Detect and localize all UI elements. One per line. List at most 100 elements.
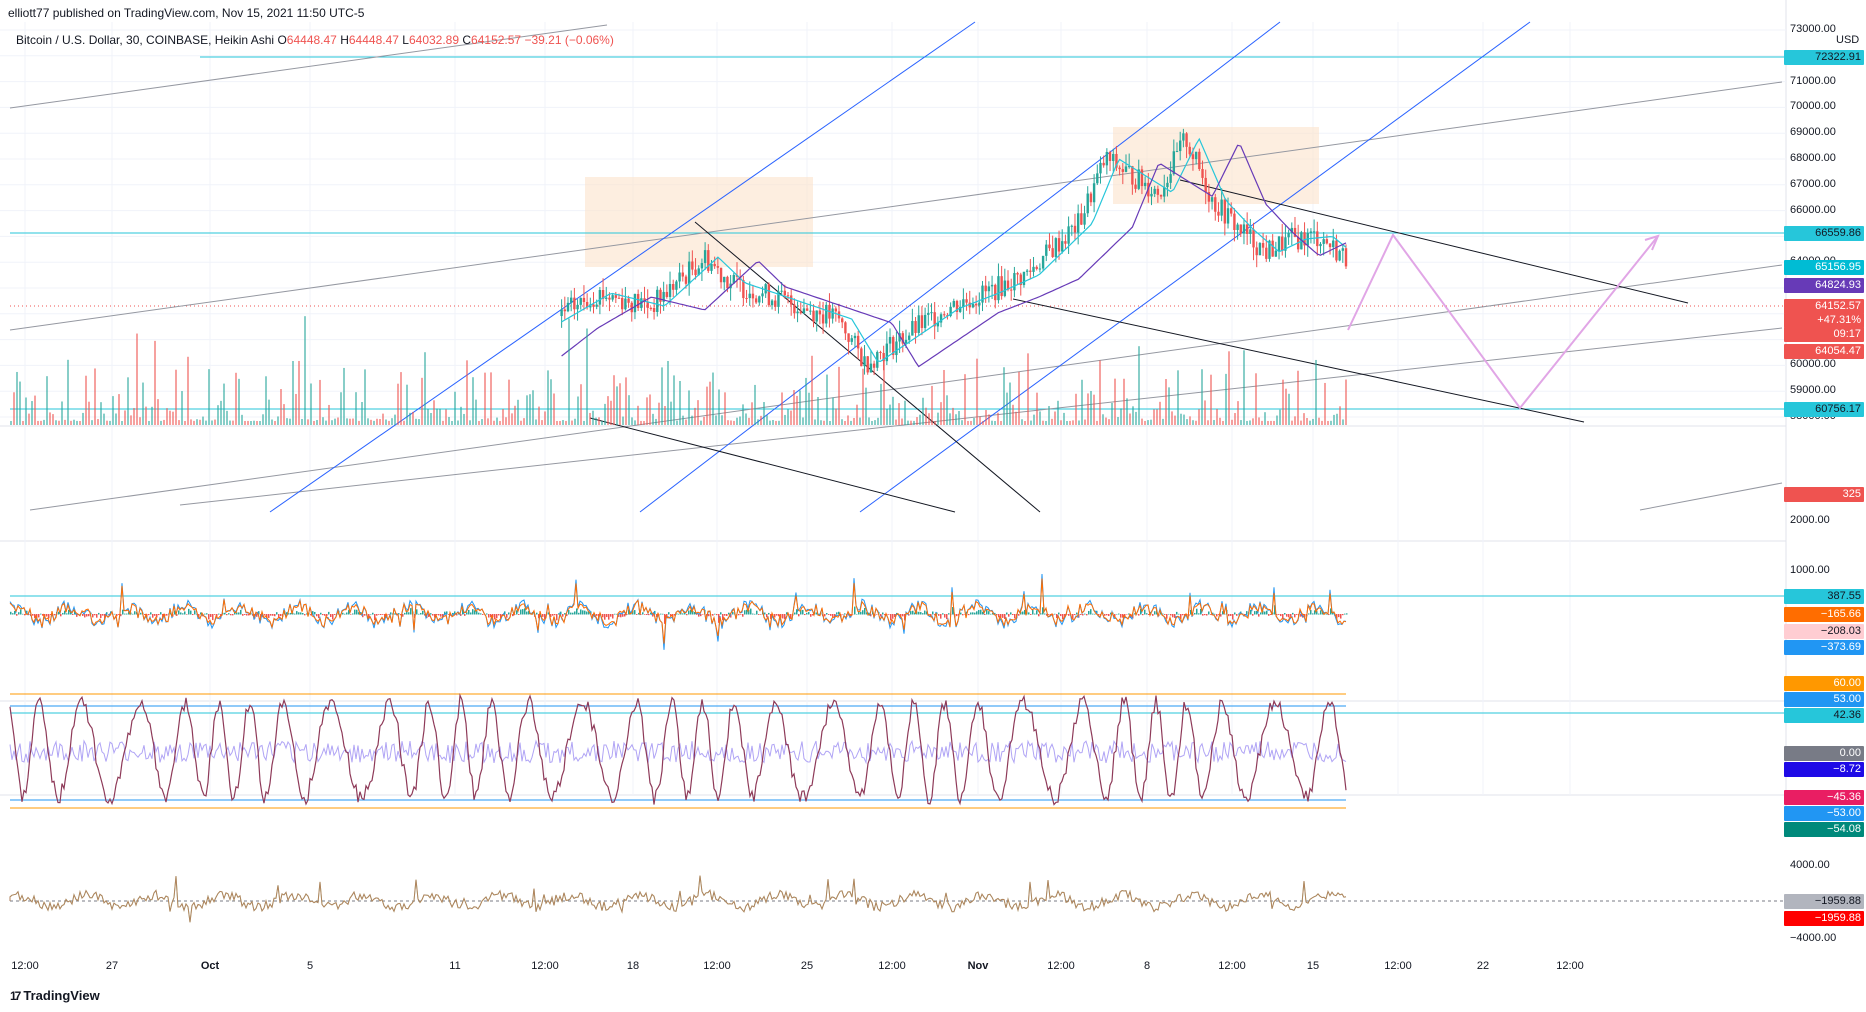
macd-bar	[666, 614, 668, 619]
macd-bar	[210, 614, 212, 617]
macd-bar	[632, 610, 634, 615]
volume-bar	[379, 418, 381, 425]
macd-bar	[804, 614, 806, 616]
candle	[1061, 241, 1064, 252]
macd-bar	[646, 614, 648, 615]
macd-bar	[1208, 611, 1210, 615]
candle	[914, 321, 917, 333]
volume-bar	[1315, 359, 1317, 425]
candle	[1210, 197, 1214, 202]
macd-bar	[554, 614, 556, 616]
candle	[627, 298, 630, 303]
candle	[1281, 236, 1284, 251]
macd-bar	[634, 610, 636, 615]
macd-bar	[1104, 614, 1106, 616]
candle	[1341, 248, 1345, 251]
volume-bar	[922, 397, 924, 425]
macd-bar	[1202, 614, 1204, 616]
macd-bar	[292, 612, 294, 615]
flow-tag: −1959.88	[1784, 894, 1864, 909]
macd-bar	[240, 609, 242, 615]
macd-bar	[1128, 613, 1130, 615]
volume-bar	[535, 419, 537, 425]
macd-bar	[500, 614, 502, 619]
high-value: 64448.47	[348, 33, 399, 47]
candle	[687, 261, 691, 284]
volume-bar	[484, 372, 486, 425]
candle	[962, 299, 965, 307]
macd-bar	[1036, 610, 1038, 615]
time-axis-tick: 12:00	[11, 960, 39, 972]
macd-bar	[86, 614, 88, 617]
volume-bar	[1204, 400, 1206, 425]
volume-bar	[595, 417, 597, 425]
volume-bar	[385, 419, 387, 425]
projection-arrow	[1644, 234, 1660, 251]
macd-bar	[148, 614, 150, 616]
macd-bar	[318, 614, 320, 619]
volume-bar	[697, 400, 699, 425]
macd-bar	[552, 614, 554, 616]
open-label: O	[277, 33, 287, 47]
macd-bar	[144, 614, 146, 616]
volume-bar	[652, 413, 654, 425]
volume-bar	[1048, 406, 1050, 425]
candle	[1293, 227, 1297, 237]
macd-bar	[494, 614, 496, 620]
candle	[1041, 255, 1045, 269]
macd-bar	[40, 613, 42, 615]
macd-tag: −165.66	[1784, 607, 1864, 622]
volume-bar	[304, 316, 306, 425]
candle	[1016, 273, 1019, 275]
volume-bar	[439, 408, 441, 425]
candle	[850, 338, 853, 342]
macd-bar	[74, 609, 76, 615]
macd-bar	[188, 608, 190, 615]
macd-bar	[894, 614, 896, 618]
volume-bar	[571, 420, 573, 425]
price-axis-tick: 66000.00	[1790, 203, 1836, 216]
macd-bar	[674, 614, 676, 616]
macd-bar	[864, 607, 866, 615]
macd-bar	[16, 614, 18, 616]
macd-bar	[1224, 613, 1226, 615]
price-tag: 65156.95	[1784, 260, 1864, 275]
volume-bar	[238, 378, 240, 425]
macd-bar	[620, 614, 622, 618]
macd-tag: 387.55	[1784, 589, 1864, 604]
candle	[713, 263, 716, 267]
macd-bar	[752, 613, 754, 615]
macd-bar	[648, 614, 650, 616]
macd-bar	[1126, 614, 1128, 615]
tradingview-logo[interactable]: 17 TradingView	[10, 988, 100, 1003]
volume-bar	[244, 420, 246, 425]
candle	[608, 297, 611, 300]
macd-bar	[454, 611, 456, 615]
volume-bar	[757, 419, 759, 425]
volume-bar	[343, 367, 345, 425]
volume-bar	[736, 417, 738, 425]
macd-bar	[1030, 614, 1032, 615]
macd-bar	[512, 614, 514, 617]
ema-line	[561, 137, 1347, 363]
volume-bar	[1075, 393, 1077, 425]
volume-bar	[547, 370, 549, 425]
macd-bar	[576, 608, 578, 615]
volume-bar	[631, 417, 633, 425]
flow-line-up	[9, 875, 1347, 923]
macd-bar	[942, 613, 944, 615]
macd-bar	[1114, 614, 1116, 618]
macd-bar	[642, 612, 644, 615]
time-axis-tick: 15	[1306, 960, 1320, 972]
macd-bar	[916, 611, 918, 615]
volume-bar	[1273, 420, 1275, 425]
volume-bar	[280, 389, 282, 425]
macd-bar	[464, 614, 466, 616]
candle	[987, 286, 991, 292]
macd-signal-line	[9, 578, 1347, 644]
macd-bar	[1344, 613, 1346, 615]
macd-bar	[84, 614, 86, 618]
volume-bar	[604, 403, 606, 425]
macd-bar	[720, 612, 722, 615]
